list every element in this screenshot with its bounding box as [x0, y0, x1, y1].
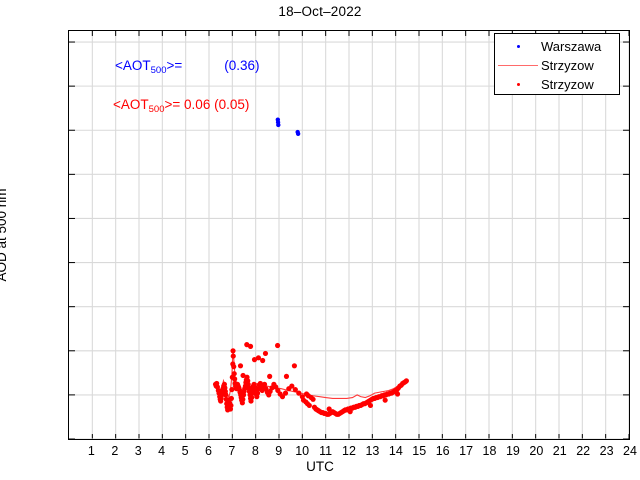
x-tick-label: 1 [87, 444, 95, 458]
x-tick-label: 15 [412, 444, 427, 458]
grid-layer [69, 31, 629, 439]
x-tick-label: 4 [158, 444, 166, 458]
annotation-prefix: <AOT [115, 58, 151, 73]
dot-icon [516, 83, 520, 86]
legend-label: Strzyzow [541, 58, 594, 73]
annotation-prefix: <AOT [113, 97, 149, 112]
page-title: 18–Oct–2022 [278, 4, 362, 19]
legend-dot-swatch [495, 45, 541, 48]
data-layer [212, 117, 409, 417]
x-tick-label: 14 [388, 444, 403, 458]
x-tick-label: 21 [552, 444, 567, 458]
x-tick-label: 2 [111, 444, 119, 458]
annotation-subscript: 500 [148, 104, 165, 115]
x-tick-label: 10 [295, 444, 310, 458]
x-tick-label: 12 [342, 444, 356, 458]
legend-item[interactable]: Warszawa [495, 37, 619, 56]
line-icon [498, 64, 538, 67]
x-tick-label: 23 [599, 444, 614, 458]
x-tick-label: 16 [435, 444, 450, 458]
x-tick-label: 20 [529, 444, 544, 458]
legend-item[interactable]: Strzyzow [495, 56, 619, 75]
annotation-value: 0.06 [184, 97, 211, 112]
x-tick-label: 11 [319, 444, 333, 458]
annotation-paren: (0.36) [224, 58, 260, 73]
annotation-suffix: >= [166, 58, 183, 73]
annotation-warszawa-mean: <AOT500>= (0.36) [115, 58, 260, 76]
legend-dot-swatch [495, 83, 541, 86]
x-tick-label: 17 [459, 444, 474, 458]
x-tick-label: 5 [181, 444, 189, 458]
x-tick-label: 8 [251, 444, 259, 458]
x-tick-label: 13 [365, 444, 380, 458]
annotation-subscript: 500 [150, 65, 167, 76]
x-tick-label: 24 [623, 444, 637, 458]
legend-line-swatch [495, 64, 541, 67]
x-tick-label: 7 [228, 444, 236, 458]
annotation-suffix: >= [164, 97, 181, 112]
legend: Warszawa Strzyzow Strzyzow [494, 33, 620, 95]
legend-label: Strzyzow [541, 77, 594, 92]
x-tick-label: 6 [205, 444, 212, 458]
x-tick-label: 19 [505, 444, 520, 458]
plot-area [68, 30, 630, 440]
annotation-strzyzow-mean: <AOT500>= 0.06 (0.05) [113, 97, 250, 115]
y-axis-label: AOD at 500 nm [0, 188, 9, 282]
legend-label: Warszawa [541, 39, 602, 54]
annotation-paren: (0.05) [214, 97, 250, 112]
legend-item[interactable]: Strzyzow [495, 75, 619, 94]
dot-icon [516, 45, 520, 48]
x-axis-label: UTC [306, 459, 334, 474]
x-tick-label: 22 [576, 444, 591, 458]
x-tick-label: 3 [134, 444, 142, 458]
x-tick-label: 18 [482, 444, 497, 458]
x-tick-label: 9 [275, 444, 283, 458]
